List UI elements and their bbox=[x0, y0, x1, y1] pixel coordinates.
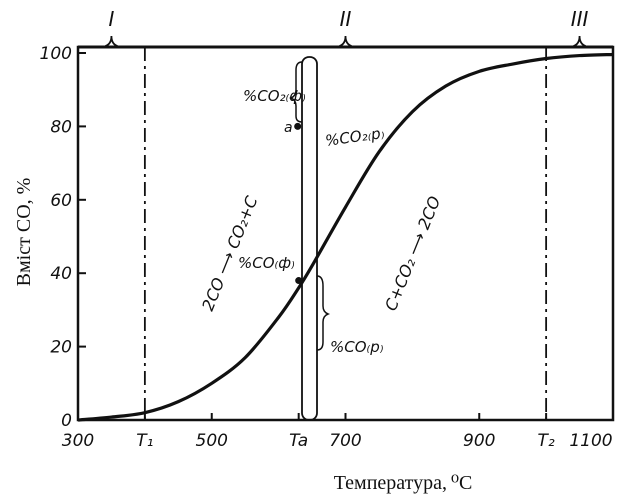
brace-co-p bbox=[316, 275, 331, 351]
x-tick-label: 300 bbox=[62, 431, 94, 451]
y-axis-ticks: 0 20 40 60 80 100 bbox=[40, 44, 86, 431]
y-tick-label: 40 bbox=[50, 264, 72, 284]
y-tick-label: 20 bbox=[50, 338, 72, 358]
region-brace-tip bbox=[573, 35, 586, 47]
x-tick-label: Ta bbox=[289, 431, 308, 451]
x-tick-label: 1100 bbox=[569, 431, 612, 451]
annotation-co2-p: %CO₂₍р₎ bbox=[324, 124, 386, 150]
x-tick-label: 500 bbox=[196, 431, 228, 451]
region-brace-tip bbox=[105, 35, 118, 47]
ta-band bbox=[301, 56, 318, 421]
region-label: III bbox=[571, 7, 589, 31]
boundary-lines bbox=[143, 47, 548, 420]
point-a-marker bbox=[294, 122, 302, 130]
y-tick-label: 100 bbox=[40, 44, 72, 64]
y-axis-label: Вміст CO, % bbox=[13, 178, 35, 287]
y-tick-label: 0 bbox=[61, 411, 72, 431]
reaction-label-right: C+CO₂ ⟶ 2CO bbox=[381, 193, 444, 313]
x-axis-unit: ⁰C bbox=[451, 472, 472, 494]
y-tick-label: 80 bbox=[50, 117, 72, 137]
region-label: II bbox=[340, 7, 352, 31]
y-tick-label: 60 bbox=[50, 191, 72, 211]
point-co-marker bbox=[295, 277, 303, 285]
region-labels: I II III bbox=[108, 7, 588, 31]
x-tick-label: T₂ bbox=[538, 431, 555, 451]
series-line bbox=[77, 52, 614, 422]
x-axis-label: Температура, bbox=[334, 472, 447, 494]
x-axis-ticks: 300 T₁ 500 Ta 700 900 T₂ 1100 bbox=[62, 413, 614, 451]
x-tick-label: 700 bbox=[329, 431, 361, 451]
region-bracket-ticks bbox=[105, 35, 586, 47]
annotation-point-a: a bbox=[284, 120, 293, 136]
x-tick-label: T₁ bbox=[136, 431, 153, 451]
brace-co2-f bbox=[288, 61, 303, 123]
annotation-co-f: %CO₍ф₎ bbox=[238, 254, 295, 272]
plot-frame bbox=[76, 45, 615, 422]
x-tick-label: 900 bbox=[463, 431, 495, 451]
region-label: I bbox=[108, 7, 114, 31]
annotation-co-p: %CO₍р₎ bbox=[330, 338, 384, 356]
annotation-co2-f: %CO₂₍ф₎ bbox=[243, 87, 306, 105]
region-brace-tip bbox=[339, 35, 352, 47]
